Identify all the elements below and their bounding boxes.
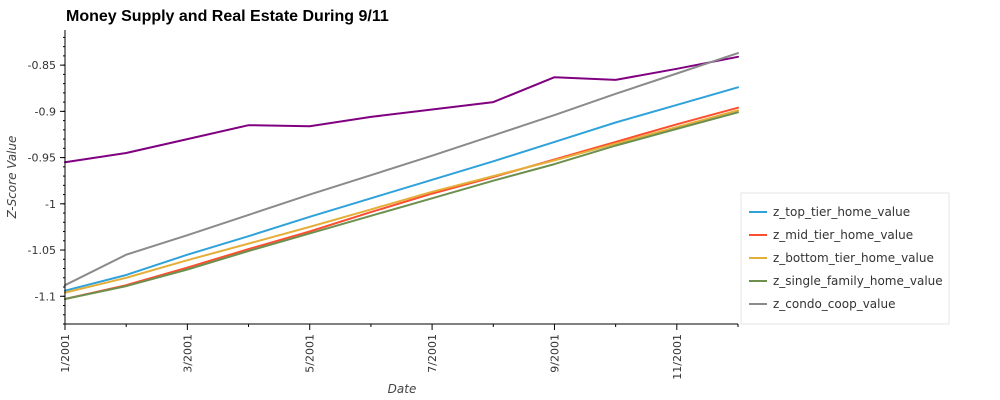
y-axis-label: Z-Score Value [5,136,19,220]
x-tick-label: 11/2001 [671,334,684,380]
legend-item-label[interactable]: z_mid_tier_home_value [773,228,913,242]
series-line-z-top-tier-home-value[interactable] [64,86,739,292]
x-axis-label: Date [388,382,417,396]
legend-item-label[interactable]: z_bottom_tier_home_value [773,251,934,265]
y-tick-label: -0.9 [35,105,56,118]
legend-item-label[interactable]: z_top_tier_home_value [773,205,910,219]
x-axis-ticks: 1/2001 3/2001 5/2001 7/2001 9/2001 11/2001 [59,324,739,380]
series-line-z-single-family-home-value[interactable] [64,111,739,300]
x-tick-label: 5/2001 [304,334,317,373]
legend[interactable]: z_top_tier_home_value z_mid_tier_home_val… [740,192,950,325]
y-axis-ticks: -1.1 -1.05 -1 -0.95 -0.9 -0.85 [28,36,65,325]
legend-item-label[interactable]: z_condo_coop_value [773,297,895,311]
y-tick-label: -0.95 [28,152,56,165]
legend-item-label[interactable]: z_single_family_home_value [773,274,943,288]
x-tick-label: 7/2001 [426,334,439,373]
series-line-series-0[interactable] [64,55,739,164]
chart-title: Money Supply and Real Estate During 9/11 [66,8,389,25]
plot-area[interactable] [64,52,739,300]
x-tick-label: 1/2001 [59,334,72,373]
x-tick-label: 3/2001 [181,334,194,373]
y-tick-label: -1.1 [35,290,56,303]
x-tick-label: 9/2001 [548,334,561,373]
y-tick-label: -1.05 [28,244,56,257]
y-tick-label: -1 [45,198,56,211]
series-line-z-condo-coop-value[interactable] [64,52,739,287]
series-line-z-mid-tier-home-value[interactable] [64,106,739,300]
y-tick-label: -0.85 [28,59,56,72]
series-line-z-bottom-tier-home-value[interactable] [64,109,739,294]
legend-box [740,192,950,325]
